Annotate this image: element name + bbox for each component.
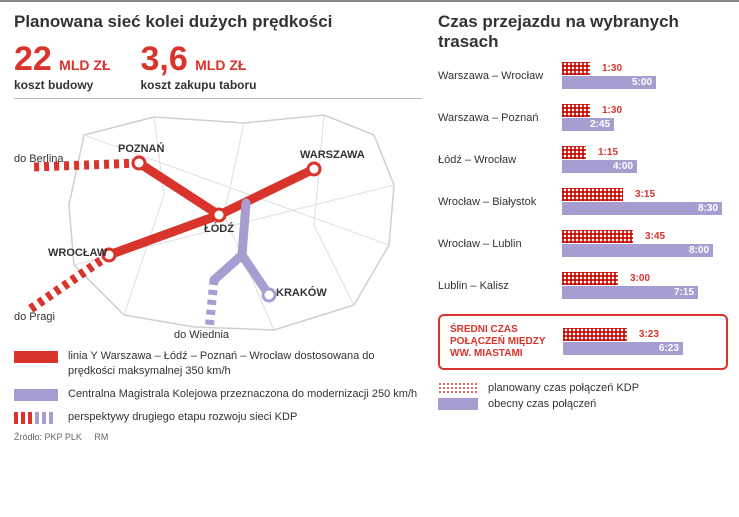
route-bars: 1:15 4:00	[562, 146, 722, 174]
planned-bar: 3:00	[562, 272, 618, 285]
planned-bar: 1:30	[562, 104, 590, 117]
current-value: 7:15	[674, 287, 694, 298]
route-bars: 1:302:45	[562, 104, 722, 132]
route-row: Łódź – Wrocław1:154:00	[438, 146, 728, 174]
city-krakow: KRAKÓW	[276, 287, 327, 299]
legend-dashed-text: perspektywy drugiego etapu rozwoju sieci…	[68, 410, 297, 425]
route-name: Lublin – Kalisz	[438, 280, 562, 292]
routes-list: Warszawa – Wrocław1:305:00Warszawa – Poz…	[438, 62, 728, 300]
current-value: 4:00	[613, 161, 633, 172]
costs-row: 22 MLD ZŁ koszt budowy 3,6 MLD ZŁ koszt …	[14, 42, 422, 92]
avg-planned-bar: 3:23	[563, 328, 627, 341]
current-bar: 8:30	[562, 202, 722, 215]
current-bar: 8:00	[562, 244, 713, 257]
route-row: Warszawa – Poznań1:302:45	[438, 104, 728, 132]
ext-praga: do Pragi	[14, 311, 55, 323]
city-warszawa: WARSZAWA	[300, 149, 365, 161]
route-row: Warszawa – Wrocław1:305:00	[438, 62, 728, 90]
planned-value: 1:15	[598, 147, 618, 158]
current-value: 8:00	[689, 245, 709, 256]
poland-map: WARSZAWA POZNAŃ ŁÓDŹ WROCŁAW KRAKÓW do B…	[14, 105, 422, 345]
current-value: 5:00	[632, 77, 652, 88]
rl-planned-text: planowany czas połączeń KDP	[488, 382, 639, 394]
route-bars: 1:30 5:00	[562, 62, 722, 90]
cost-build: 22 MLD ZŁ koszt budowy	[14, 42, 111, 92]
planned-value: 3:45	[645, 231, 665, 242]
cost-build-value: 22	[14, 42, 52, 76]
route-name: Wrocław – Lublin	[438, 238, 562, 250]
cost-fleet-label: koszt zakupu taboru	[141, 78, 257, 92]
rl-current-text: obecny czas połączeń	[488, 398, 596, 410]
planned-bar: 3:45	[562, 230, 633, 243]
cost-fleet-unit: MLD ZŁ	[195, 57, 246, 73]
avg-current-bar: 6:23	[563, 342, 683, 355]
cost-build-unit: MLD ZŁ	[59, 57, 110, 73]
planned-bar: 1:30	[562, 62, 590, 75]
ext-wieden: do Wiednia	[174, 329, 229, 341]
right-title: Czas przejazdu na wybranych trasach	[438, 12, 728, 52]
source-text: Źródło: PKP PLK	[14, 432, 82, 442]
route-bars: 3:15 8:30	[562, 188, 722, 216]
right-legend: planowany czas połączeń KDP obecny czas …	[438, 382, 728, 410]
average-bars: 3:23 6:23	[563, 328, 716, 356]
average-box: ŚREDNI CZAS POŁĄCZEŃ MIĘDZY WW. MIASTAMI…	[438, 314, 728, 370]
current-bar: 4:00	[562, 160, 637, 173]
planned-bar: 3:15	[562, 188, 623, 201]
divider	[14, 98, 422, 99]
avg-current-value: 6:23	[659, 343, 679, 354]
route-bars: 3:45 8:00	[562, 230, 722, 258]
legend-swatch-purple	[14, 389, 58, 401]
planned-value: 3:00	[630, 273, 650, 284]
route-row: Lublin – Kalisz3:007:15	[438, 272, 728, 300]
cost-build-label: koszt budowy	[14, 78, 111, 92]
route-row: Wrocław – Białystok3:158:30	[438, 188, 728, 216]
city-wroclaw: WROCŁAW	[48, 247, 107, 259]
legend-red-text: linia Y Warszawa – Łódź – Poznań – Wrocł…	[68, 349, 422, 379]
current-value: 8:30	[698, 203, 718, 214]
legend-swatch-dashed	[14, 412, 58, 424]
legend-swatch-red	[14, 351, 58, 363]
planned-value: 1:30	[602, 63, 622, 74]
current-bar: 7:15	[562, 286, 698, 299]
cost-fleet: 3,6 MLD ZŁ koszt zakupu taboru	[141, 42, 257, 92]
city-lodz: ŁÓDŹ	[204, 223, 234, 235]
current-bar: 5:00	[562, 76, 656, 89]
legend-purple-text: Centralna Magistrala Kolejowa przeznaczo…	[68, 387, 417, 402]
route-name: Warszawa – Poznań	[438, 112, 562, 124]
source-credit: RM	[94, 432, 108, 442]
planned-bar: 1:15	[562, 146, 586, 159]
rl-swatch-current	[438, 398, 478, 410]
current-bar: 2:45	[562, 118, 614, 131]
route-row: Wrocław – Lublin3:458:00	[438, 230, 728, 258]
cost-fleet-value: 3,6	[141, 42, 188, 76]
left-panel: Planowana sieć kolei dużych prędkości 22…	[14, 12, 422, 442]
route-name: Wrocław – Białystok	[438, 196, 562, 208]
avg-planned-value: 3:23	[639, 329, 659, 340]
average-label: ŚREDNI CZAS POŁĄCZEŃ MIĘDZY WW. MIASTAMI	[450, 324, 563, 360]
left-title: Planowana sieć kolei dużych prędkości	[14, 12, 422, 32]
source-line: Źródło: PKP PLK RM	[14, 432, 422, 442]
route-bars: 3:00 7:15	[562, 272, 722, 300]
right-panel: Czas przejazdu na wybranych trasach Wars…	[438, 12, 728, 442]
ext-berlin: do Berlina	[14, 153, 64, 165]
city-poznan: POZNAŃ	[118, 143, 164, 155]
rl-swatch-planned	[438, 382, 478, 394]
route-name: Warszawa – Wrocław	[438, 70, 562, 82]
planned-value: 3:15	[635, 189, 655, 200]
map-legend: linia Y Warszawa – Łódź – Poznań – Wrocł…	[14, 349, 422, 424]
route-name: Łódź – Wrocław	[438, 154, 562, 166]
planned-value: 1:30	[602, 105, 622, 116]
current-value: 2:45	[590, 119, 610, 130]
